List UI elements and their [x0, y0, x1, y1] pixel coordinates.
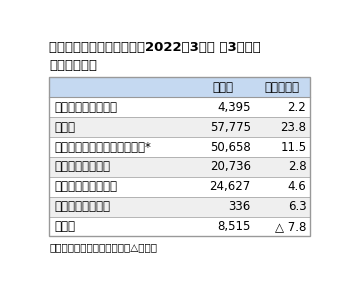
Text: 50,658: 50,658	[210, 140, 251, 154]
Bar	[49, 197, 309, 217]
Text: アウトドア・その他: アウトドア・その他	[54, 180, 117, 193]
Text: △ 7.8: △ 7.8	[275, 220, 306, 233]
Text: 336: 336	[229, 200, 251, 213]
Text: ファッション衣料: ファッション衣料	[54, 200, 110, 213]
Text: 20,736: 20,736	[210, 160, 251, 173]
Bar	[49, 217, 309, 236]
Bar	[49, 97, 309, 117]
Bar	[49, 157, 309, 177]
Text: 57,775: 57,775	[210, 121, 251, 134]
Text: 4.6: 4.6	[288, 180, 306, 193]
Text: 11.5: 11.5	[280, 140, 306, 154]
Text: 売上高: 売上高	[212, 81, 233, 94]
Text: 一般競技スポーツ・シューズ*: 一般競技スポーツ・シューズ*	[54, 140, 151, 154]
Text: ウィンタースポーツ: ウィンタースポーツ	[54, 101, 117, 114]
Text: ゴルフ: ゴルフ	[54, 121, 75, 134]
Text: 23.8: 23.8	[280, 121, 306, 134]
Text: 2.2: 2.2	[288, 101, 306, 114]
Text: その他: その他	[54, 220, 75, 233]
Text: ゼビオホールディングス、2022年3月期 第3四半期: ゼビオホールディングス、2022年3月期 第3四半期	[49, 41, 261, 54]
Bar	[49, 137, 309, 157]
Text: 単位は百万円。増減率は％。△は減。: 単位は百万円。増減率は％。△は減。	[49, 242, 157, 252]
Bar	[49, 177, 309, 197]
Text: 6.3: 6.3	[288, 200, 306, 213]
Text: スポーツアパレル: スポーツアパレル	[54, 160, 110, 173]
Bar	[49, 117, 309, 137]
Bar	[49, 77, 309, 97]
Text: 部門別売上高: 部門別売上高	[49, 59, 97, 72]
Text: 2.8: 2.8	[288, 160, 306, 173]
Text: 8,515: 8,515	[217, 220, 251, 233]
Text: 4,395: 4,395	[217, 101, 251, 114]
Text: 24,627: 24,627	[209, 180, 251, 193]
Text: （増減率）: （増減率）	[264, 81, 299, 94]
